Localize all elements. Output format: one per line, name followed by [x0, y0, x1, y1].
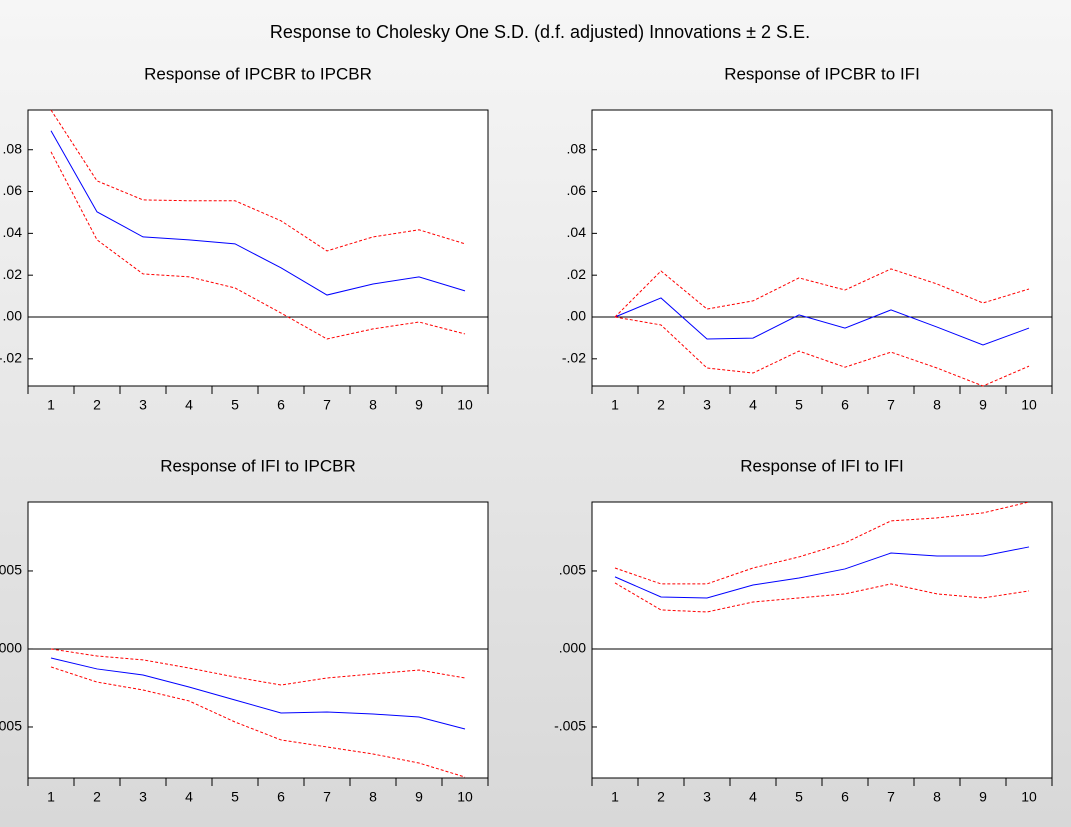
x-tick-label: 3 [703, 397, 711, 413]
x-tick-label: 7 [887, 397, 895, 413]
x-tick-label: 10 [1021, 397, 1037, 413]
x-tick-label: 9 [979, 789, 987, 805]
x-tick-label: 7 [323, 789, 331, 805]
x-tick-label: 6 [277, 397, 285, 413]
x-tick-label: 6 [841, 789, 849, 805]
x-tick-label: 10 [457, 789, 473, 805]
panel-title: Response of IPCBR to IFI [724, 64, 920, 83]
y-tick-label: .02 [567, 266, 587, 282]
y-tick-label: -.02 [0, 350, 22, 366]
x-tick-label: 4 [749, 397, 757, 413]
series-line [50, 666, 466, 778]
x-tick-label: 9 [979, 397, 987, 413]
x-tick-label: 10 [457, 397, 473, 413]
panel-title: Response of IPCBR to IPCBR [144, 64, 372, 83]
panel-title: Response of IFI to IPCBR [160, 456, 356, 475]
x-tick-label: 9 [415, 397, 423, 413]
y-tick-label: -.02 [562, 350, 586, 366]
plot-area [27, 501, 489, 779]
plot-area [591, 501, 1053, 779]
series-line [614, 582, 1030, 613]
y-tick-label: .08 [567, 140, 587, 156]
x-tick-label: 5 [231, 789, 239, 805]
series-line [614, 546, 1030, 599]
x-tick-label: 5 [231, 397, 239, 413]
y-tick-label: .04 [567, 224, 587, 240]
x-tick-label: 4 [749, 789, 757, 805]
x-tick-label: 7 [323, 397, 331, 413]
series-line [614, 268, 1030, 318]
y-tick-label: .02 [3, 266, 23, 282]
y-tick-label: .06 [3, 182, 23, 198]
x-tick-label: 2 [93, 789, 101, 805]
y-tick-label: .04 [3, 224, 23, 240]
x-tick-label: 8 [933, 789, 941, 805]
panel-title: Response of IFI to IFI [740, 456, 903, 475]
series-line [50, 109, 466, 252]
x-tick-label: 1 [47, 789, 55, 805]
y-tick-label: .000 [0, 640, 22, 656]
x-tick-label: 3 [139, 397, 147, 413]
x-tick-label: 6 [277, 789, 285, 805]
series-line [614, 297, 1030, 346]
x-tick-label: 2 [657, 789, 665, 805]
y-tick-label: .00 [3, 308, 23, 324]
x-tick-label: 8 [369, 789, 377, 805]
x-tick-label: 8 [369, 397, 377, 413]
y-tick-label: .00 [567, 308, 587, 324]
x-tick-label: 6 [841, 397, 849, 413]
x-tick-label: 4 [185, 789, 193, 805]
x-tick-label: 1 [47, 397, 55, 413]
series-line [614, 316, 1030, 387]
y-tick-label: .06 [567, 182, 587, 198]
plot-area [591, 109, 1053, 387]
chart-title: Response to Cholesky One S.D. (d.f. adju… [270, 22, 810, 42]
y-tick-label: .08 [3, 140, 23, 156]
x-tick-label: 3 [139, 789, 147, 805]
plot-area [27, 109, 489, 387]
y-tick-label: .000 [559, 640, 586, 656]
x-tick-label: 1 [611, 397, 619, 413]
series-line [50, 130, 466, 296]
series-line [50, 151, 466, 340]
y-tick-label: .005 [559, 562, 586, 578]
x-tick-label: 5 [795, 397, 803, 413]
x-tick-label: 4 [185, 397, 193, 413]
x-tick-label: 3 [703, 789, 711, 805]
x-tick-label: 8 [933, 397, 941, 413]
y-tick-label: .005 [0, 562, 22, 578]
series-line [614, 501, 1030, 585]
y-tick-label: -.005 [0, 718, 22, 734]
x-tick-label: 7 [887, 789, 895, 805]
x-tick-label: 2 [657, 397, 665, 413]
x-tick-label: 10 [1021, 789, 1037, 805]
x-tick-label: 5 [795, 789, 803, 805]
x-tick-label: 2 [93, 397, 101, 413]
x-tick-label: 1 [611, 789, 619, 805]
x-tick-label: 9 [415, 789, 423, 805]
series-line [50, 657, 466, 730]
y-tick-label: -.005 [554, 718, 586, 734]
